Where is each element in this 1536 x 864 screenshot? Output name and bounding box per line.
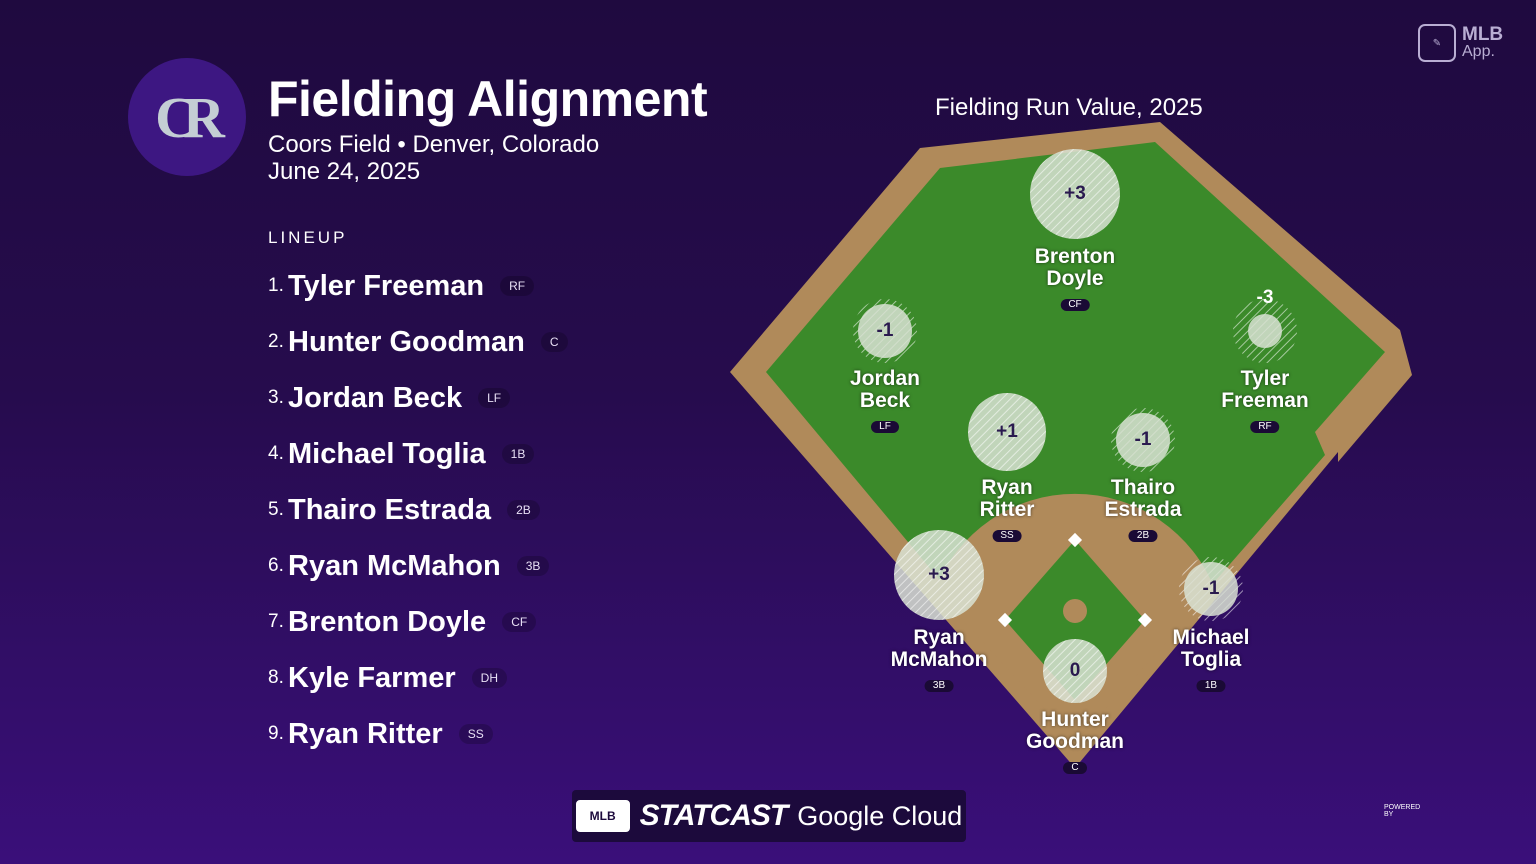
player-name: Brenton Doyle [288,605,487,638]
lineup-heading: LINEUP [268,228,348,247]
lineup-item: 4. Michael Toglia 1B [268,426,568,482]
mlb-app-icon: ✎ [1418,24,1456,62]
mlb-app-line2: App. [1462,43,1495,60]
lineup-item: 7. Brenton Doyle CF [268,594,568,650]
field-player-cf: Brenton Doyle CF [1034,245,1116,311]
position-badge: C [540,332,568,352]
statcast-wordmark: STATCAST [639,799,789,832]
player-name: Michael Toglia [288,437,486,470]
position-badge: 2B [507,500,540,520]
mlb-logo: MLB [575,800,630,832]
field-player-2b: Thairo Estrada 2B [1104,476,1182,542]
page-subtitle: Coors Field • Denver, Colorado June 24, … [268,131,599,185]
powered-by-text: POWERED BY [1384,804,1421,818]
statcast-footer: MLB STATCAST POWERED BY Google Cloud [572,790,1420,842]
lineup-item: 5. Thairo Estrada 2B [268,482,568,538]
frv-value: +1 [996,421,1018,442]
player-name: Jordan Beck [288,381,463,414]
field-player-1b: Michael Toglia 1B [1172,626,1250,692]
lineup-item: 8. Kyle Farmer DH [268,650,568,706]
field-player-c: Hunter Goodman C [1026,708,1124,774]
date-text: June 24, 2025 [268,158,421,185]
lineup-item: 3. Jordan Beck LF [268,370,568,426]
frv-bubble-inner [1184,562,1238,616]
frv-value: 0 [1069,660,1081,681]
frv-bubble-hatch [1043,639,1107,703]
player-name: Ryan Ritter [288,717,443,750]
bases [997,532,1153,628]
google-cloud-wordmark: Google Cloud [797,800,963,831]
position-badge: 3B [516,556,550,576]
frv-value: -1 [876,320,894,341]
lineup-item: 9. Ryan Ritter SS [268,706,568,762]
frv-bubble-inner [858,304,912,358]
frv-bubble-inner [1248,314,1282,348]
mlb-app-line1: MLB [1462,24,1504,45]
player-name: Tyler Freeman [288,269,485,302]
frv-value: +3 [928,564,950,585]
position-badge: LF [478,388,511,408]
player-name: Hunter Goodman [288,325,525,358]
field-title: Fielding Run Value, 2025 [935,94,1203,121]
player-name: Kyle Farmer [288,661,456,694]
position-badge: SS [458,724,493,744]
lineup-list: 1. Tyler Freeman RF 2. Hunter Goodman C 3. Jo… [268,258,568,762]
lineup-item: 6. Ryan McMahon 3B [268,538,568,594]
field-player-3b: Ryan McMahon 3B [890,626,988,692]
pitchers-mound [1063,599,1087,623]
frv-value: -1 [1134,429,1152,450]
frv-bubble-hatch [1030,149,1120,239]
frv-bubble-hatch [968,393,1046,471]
field-player-lf: Jordan Beck LF [849,367,921,433]
player-name: Thairo Estrada [288,493,492,526]
frv-bubble-inner [1116,413,1170,467]
frv-bubble-hatch [894,530,984,620]
position-badge: CF [502,612,537,632]
position-badge: 1B [501,444,535,464]
lineup-item: 1. Tyler Freeman RF [268,258,568,314]
field-player-rf: Tyler Freeman RF [1221,367,1309,433]
page-title: Fielding Alignment [268,71,708,127]
field-player-ss: Ryan Ritter SS [979,476,1035,542]
team-logo: CR [128,58,246,176]
position-badge: DH [471,668,507,688]
outfield-grass [766,142,1385,742]
player-name: Ryan McMahon [288,549,501,582]
frv-value: -3 [1256,287,1274,308]
position-badge: RF [500,276,535,296]
lineup-item: 2. Hunter Goodman C [268,314,568,370]
mlb-app-badge: ✎ MLB App. [1418,24,1503,62]
frv-value: -1 [1202,578,1220,599]
frv-value: +3 [1064,183,1086,204]
venue-text: Coors Field • Denver, Colorado [268,131,600,158]
